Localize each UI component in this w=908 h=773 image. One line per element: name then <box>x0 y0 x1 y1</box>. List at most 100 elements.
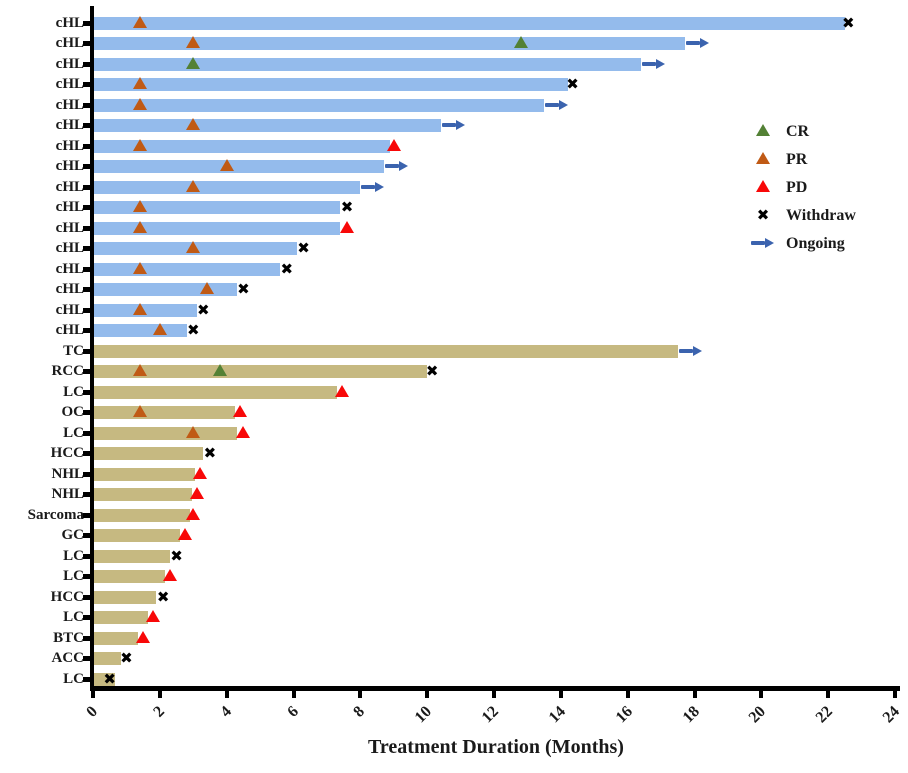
row-label: cHL <box>55 76 84 92</box>
ongoing-arrow-shaft <box>441 123 456 127</box>
row-label: cHL <box>55 199 84 215</box>
duration-bar <box>94 283 237 296</box>
ongoing-arrow-shaft <box>545 103 560 107</box>
duration-bar <box>94 427 237 440</box>
row-label: LC <box>63 671 84 687</box>
y-tick <box>83 267 90 272</box>
duration-bar <box>94 550 170 563</box>
y-tick <box>83 472 90 477</box>
x-tick <box>492 691 497 698</box>
duration-bar <box>94 591 157 604</box>
withdraw-marker: ✖ <box>425 362 439 380</box>
x-tick <box>893 691 898 698</box>
ongoing-arrow-shaft <box>642 62 657 66</box>
row-label: cHL <box>55 261 84 277</box>
y-tick <box>83 82 90 87</box>
ongoing-legend-icon-shaft <box>751 241 765 245</box>
pd-marker <box>136 630 151 643</box>
row-label: LC <box>63 384 84 400</box>
row-label: OC <box>61 404 85 420</box>
pd-marker <box>186 507 201 520</box>
row-label: ACC <box>51 650 85 666</box>
y-tick <box>83 513 90 518</box>
ongoing-legend-icon-head <box>765 238 774 248</box>
duration-bar <box>94 181 361 194</box>
pd-marker <box>177 527 192 540</box>
cr-marker <box>513 35 528 48</box>
pr-marker <box>132 404 147 417</box>
duration-bar <box>94 160 384 173</box>
pr-marker <box>152 322 167 335</box>
row-label: cHL <box>55 35 84 51</box>
y-tick <box>83 21 90 26</box>
withdraw-legend-icon: ✖ <box>756 206 770 224</box>
row-label: cHL <box>55 302 84 318</box>
y-tick <box>83 410 90 415</box>
duration-bar <box>94 406 236 419</box>
duration-bar <box>94 78 568 91</box>
pd-marker <box>189 486 204 499</box>
withdraw-marker: ✖ <box>841 14 855 32</box>
y-tick <box>83 62 90 67</box>
withdraw-marker: ✖ <box>566 75 579 93</box>
row-label: NHL <box>51 466 84 482</box>
legend-label: Withdraw <box>786 207 856 224</box>
pr-marker <box>199 281 214 294</box>
x-tick <box>826 691 831 698</box>
legend-label: PD <box>786 179 808 196</box>
duration-bar <box>94 611 149 624</box>
withdraw-marker: ✖ <box>340 198 354 216</box>
legend-label: CR <box>786 123 810 140</box>
legend-item-withdraw: ✖ Withdraw <box>748 202 898 230</box>
y-tick <box>83 615 90 620</box>
y-tick <box>83 492 90 497</box>
x-tick <box>157 691 162 698</box>
withdraw-marker: ✖ <box>237 280 250 298</box>
row-label: HCC <box>50 589 84 605</box>
y-tick <box>83 431 90 436</box>
pr-marker <box>132 199 147 212</box>
row-label: GC <box>61 527 85 543</box>
pr-marker <box>132 363 147 376</box>
duration-bar <box>94 37 685 50</box>
pd-marker <box>192 466 207 479</box>
row-label: cHL <box>55 158 84 174</box>
row-label: LC <box>63 568 84 584</box>
legend-label: Ongoing <box>786 235 845 252</box>
y-tick <box>83 574 90 579</box>
duration-bar <box>94 632 139 645</box>
duration-bar <box>94 58 642 71</box>
y-tick <box>83 103 90 108</box>
y-tick <box>83 41 90 46</box>
legend-item-cr: CR <box>748 118 898 146</box>
row-label: cHL <box>55 15 84 31</box>
x-tick <box>625 691 630 698</box>
y-tick <box>83 308 90 313</box>
ongoing-arrow-shaft <box>361 185 376 189</box>
pr-marker <box>186 240 201 253</box>
y-tick <box>83 533 90 538</box>
duration-bar <box>94 673 115 686</box>
x-tick <box>91 691 95 698</box>
duration-bar <box>94 17 845 30</box>
ongoing-arrow-shaft <box>384 164 399 168</box>
pd-marker <box>386 138 401 151</box>
x-axis-title: Treatment Duration (Months) <box>368 736 624 758</box>
row-label: cHL <box>55 240 84 256</box>
ongoing-arrow-head <box>398 161 408 171</box>
pr-marker <box>132 15 147 28</box>
duration-bar <box>94 529 180 542</box>
y-tick <box>83 205 90 210</box>
row-label: TC <box>63 343 84 359</box>
ongoing-arrow-shaft <box>685 41 700 45</box>
duration-bar <box>94 468 195 481</box>
ongoing-arrow-head <box>559 100 569 110</box>
x-tick <box>425 691 430 698</box>
withdraw-marker: ✖ <box>186 321 200 339</box>
duration-bar <box>94 365 428 378</box>
row-label: cHL <box>55 220 84 236</box>
duration-bar <box>94 386 337 399</box>
pr-marker <box>186 35 201 48</box>
pr-marker <box>132 261 147 274</box>
